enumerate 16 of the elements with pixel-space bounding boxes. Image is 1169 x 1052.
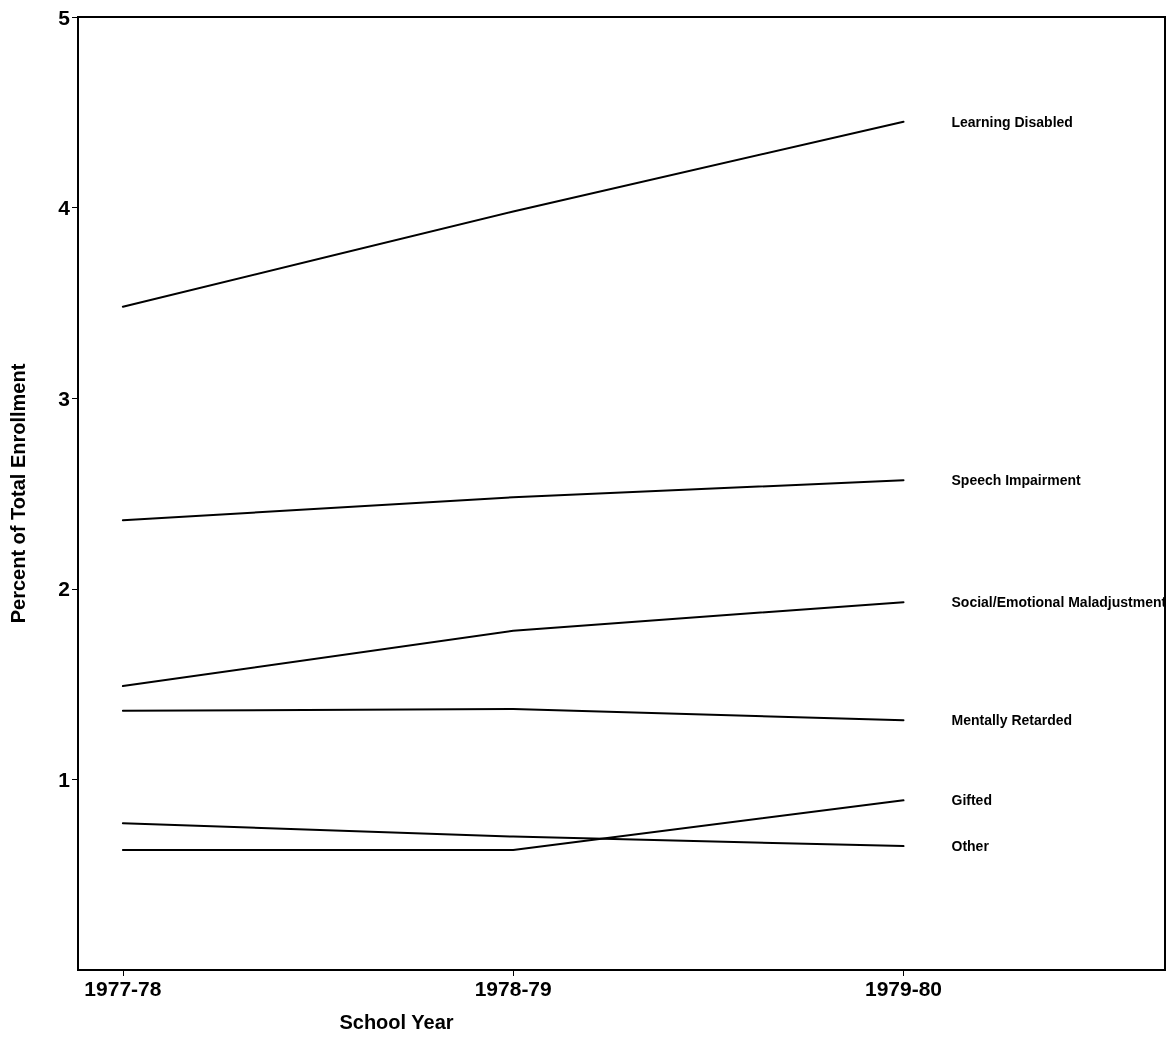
text: Other: [951, 838, 990, 855]
text: Social/Emotional Maladjustment: [951, 594, 1167, 611]
x-tick-label: 1979-80: [864, 977, 943, 1000]
y-tick-label: 4: [58, 196, 71, 220]
x-axis-title: School Year: [339, 1011, 454, 1033]
y-tick-label: 3: [58, 386, 70, 410]
y-tick-label: 5: [58, 5, 71, 29]
y-tick-label: 1: [58, 767, 71, 791]
text: Mentally Retarded: [951, 712, 1073, 729]
x-tick-label: 1978-79: [474, 977, 552, 1000]
text: Gifted: [951, 792, 992, 809]
y-axis-title: Percent of Total Enrollment: [7, 363, 29, 624]
y-tick-label: 2: [58, 577, 70, 601]
text: Learning Disabled: [951, 113, 1073, 130]
x-tick-label: 1977-78: [84, 977, 162, 1000]
text: Speech Impairment: [951, 472, 1081, 489]
